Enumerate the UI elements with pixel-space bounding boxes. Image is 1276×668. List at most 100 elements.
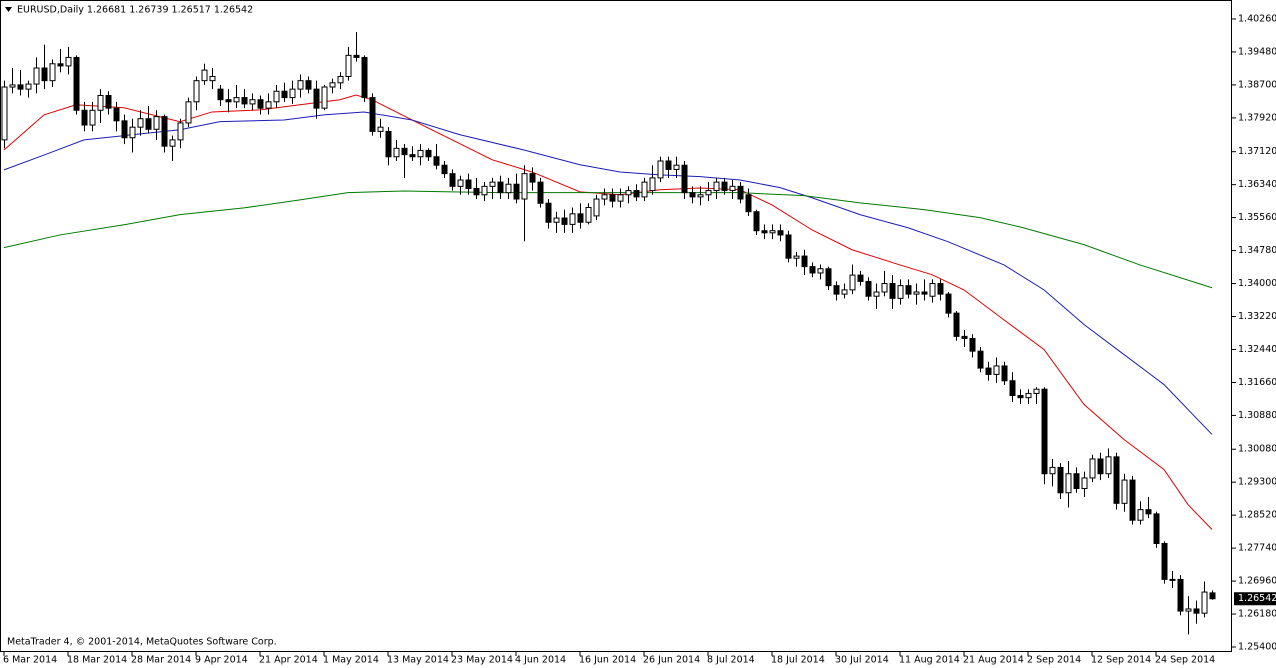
y-tick-label: 1.36340 xyxy=(1238,179,1276,190)
candle-body xyxy=(1065,473,1072,494)
candle-body xyxy=(953,312,960,337)
candle-body xyxy=(873,291,880,297)
candle-body xyxy=(561,217,568,225)
candle-body xyxy=(761,230,768,234)
chart-header: EURUSD,Daily 1.26681 1.26739 1.26517 1.2… xyxy=(17,5,253,16)
candle-body xyxy=(249,99,256,105)
y-tick-label: 1.38700 xyxy=(1238,79,1276,90)
candle-body xyxy=(233,97,240,103)
candle-body xyxy=(321,86,328,109)
x-tick-label: 24 Sep 2014 xyxy=(1155,655,1215,666)
candle-body xyxy=(9,84,16,88)
moving-average xyxy=(3,190,1213,289)
candle-body xyxy=(241,97,248,105)
x-tick-label: 21 Aug 2014 xyxy=(963,655,1024,666)
candle-body xyxy=(201,69,208,82)
candle-body xyxy=(105,94,112,109)
x-tick-label: 2 Sep 2014 xyxy=(1027,655,1081,666)
y-tick-label: 1.26960 xyxy=(1238,576,1276,587)
candle-body xyxy=(993,365,1000,375)
y-tick-label: 1.39480 xyxy=(1238,46,1276,57)
candle-body xyxy=(929,283,936,297)
y-tick-label: 1.37120 xyxy=(1238,146,1276,157)
candle-body xyxy=(1137,509,1144,521)
candle-body xyxy=(1121,479,1128,504)
candle-body xyxy=(905,285,912,295)
candle-body xyxy=(521,173,528,200)
candle-body xyxy=(665,160,672,170)
plot-frame xyxy=(0,0,1232,652)
candle-body xyxy=(585,206,592,223)
candle-body xyxy=(153,116,160,130)
candle-body xyxy=(1089,458,1096,479)
candle-body xyxy=(409,154,416,158)
candle-body xyxy=(89,109,96,126)
x-tick-label: 21 Apr 2014 xyxy=(259,655,318,666)
candle-body xyxy=(689,192,696,198)
candle-body xyxy=(1145,509,1152,515)
moving-average xyxy=(3,111,1213,435)
candle-body xyxy=(169,139,176,147)
candle-body xyxy=(289,88,296,99)
candle-body xyxy=(745,194,752,213)
candle-body xyxy=(961,335,968,339)
candle-body xyxy=(1185,608,1192,612)
candle-body xyxy=(1129,479,1136,521)
candle-body xyxy=(1033,388,1040,394)
candle-body xyxy=(817,268,824,274)
candle-body xyxy=(265,101,272,109)
candle-body xyxy=(1001,365,1008,382)
candle-body xyxy=(417,149,424,158)
candle-body xyxy=(225,99,232,103)
x-tick-label: 4 Jun 2014 xyxy=(515,655,566,666)
candle-body xyxy=(1209,592,1216,600)
candle-body xyxy=(497,181,504,194)
candle-body xyxy=(1081,477,1088,490)
candle-body xyxy=(633,190,640,198)
candle-body xyxy=(897,285,904,299)
candle-body xyxy=(281,90,288,99)
candle-body xyxy=(921,291,928,295)
y-tick-label: 1.29300 xyxy=(1238,477,1276,488)
candle-body xyxy=(481,185,488,196)
candle-body xyxy=(681,164,688,194)
x-tick-label: 30 Jul 2014 xyxy=(835,655,889,666)
y-tick-label: 1.35560 xyxy=(1238,212,1276,223)
candle-body xyxy=(849,274,856,291)
candle-body xyxy=(657,160,664,179)
candle-body xyxy=(569,213,576,225)
candle-body xyxy=(721,181,728,192)
candle-body xyxy=(129,126,136,139)
candle-body xyxy=(705,190,712,196)
y-tick-label: 1.32440 xyxy=(1238,344,1276,355)
candle-body xyxy=(145,118,152,130)
candle-body xyxy=(57,63,64,67)
candle-body xyxy=(937,283,944,295)
candle-body xyxy=(857,274,864,282)
candle-body xyxy=(185,101,192,124)
y-tick-label: 1.37920 xyxy=(1238,112,1276,123)
candle-body xyxy=(1057,466,1064,494)
candle-body xyxy=(545,202,552,223)
candle-body xyxy=(577,213,584,223)
x-tick-label: 16 Jun 2014 xyxy=(579,655,636,666)
candle-body xyxy=(641,181,648,198)
candle-body xyxy=(529,173,536,183)
candle-body xyxy=(1169,578,1176,581)
candle-body xyxy=(401,147,408,156)
candle-body xyxy=(17,84,24,90)
candle-body xyxy=(833,285,840,295)
candle-body xyxy=(737,185,744,200)
candle-body xyxy=(209,75,216,82)
candle-body xyxy=(393,147,400,158)
candle-body xyxy=(785,234,792,259)
candle-body xyxy=(713,181,720,192)
candle-body xyxy=(513,183,520,200)
candle-body xyxy=(1105,456,1112,475)
x-tick-label: 26 Jun 2014 xyxy=(643,655,700,666)
candle-body xyxy=(73,56,80,111)
y-tick-label: 1.25400 xyxy=(1238,642,1276,653)
candle-body xyxy=(161,116,168,147)
candle-body xyxy=(1201,591,1208,614)
